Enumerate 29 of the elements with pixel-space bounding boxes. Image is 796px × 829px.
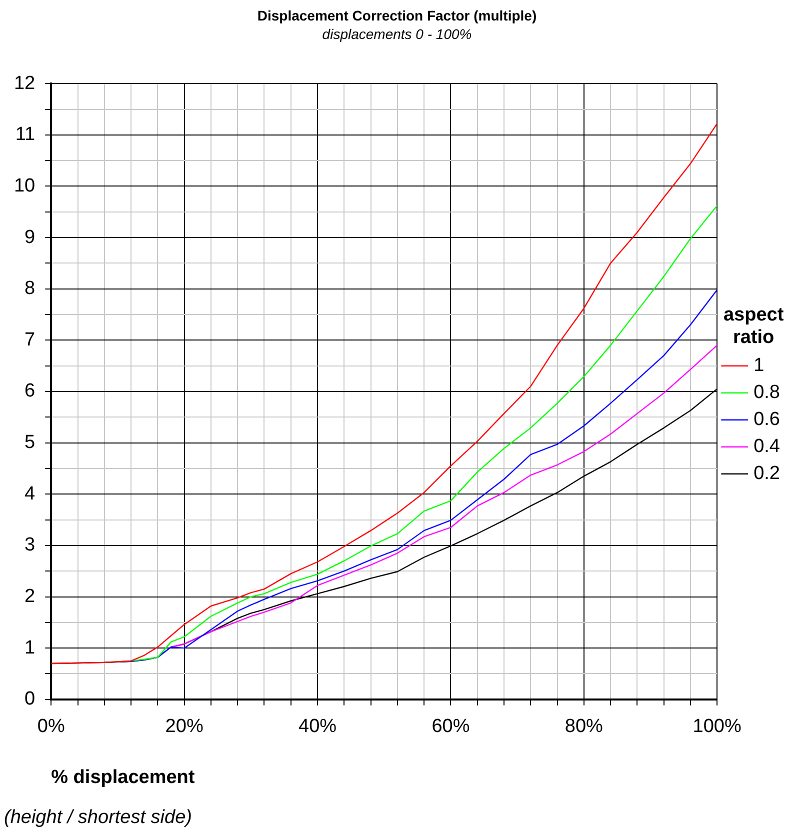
x-tick-label: 0% — [37, 716, 65, 738]
legend-label: 0.2 — [754, 463, 780, 484]
x-tick-label: 80% — [564, 716, 604, 738]
text: (height / shortest side) — [4, 806, 192, 828]
x-tick-label: 20% — [165, 716, 204, 738]
legend-label: 0.8 — [754, 382, 780, 404]
chart-subtitle: displacements 0 - 100% — [322, 26, 472, 42]
y-tick-label: 8 — [24, 278, 36, 300]
y-tick-label: 5 — [24, 432, 36, 454]
y-tick-label: 0 — [24, 688, 36, 710]
y-tick-label: 9 — [24, 226, 36, 248]
y-tick-label: 3 — [24, 534, 36, 556]
y-tick-label: 4 — [24, 483, 36, 504]
legend-title: aspect ratio — [723, 304, 784, 348]
y-tick-label: 6 — [24, 380, 36, 402]
legend-label: 0.6 — [754, 409, 780, 430]
y-tick-label: 1 — [24, 637, 36, 658]
x-tick-label: 60% — [432, 716, 470, 738]
x-tick-label: 100% — [692, 716, 742, 738]
legend-label: 1 — [754, 355, 764, 376]
y-tick-label: 12 — [14, 72, 36, 94]
y-tick-label: 7 — [24, 329, 36, 350]
chart-title: Displacement Correction Factor (multiple) — [257, 7, 537, 24]
y-tick-label: 2 — [24, 586, 36, 607]
x-tick-label: 40% — [298, 716, 337, 738]
y-tick-label: 11 — [15, 124, 36, 146]
y-tick-label: 10 — [14, 175, 36, 196]
legend-label: 0.4 — [754, 436, 780, 458]
x-axis-title: % displacement — [51, 766, 196, 788]
